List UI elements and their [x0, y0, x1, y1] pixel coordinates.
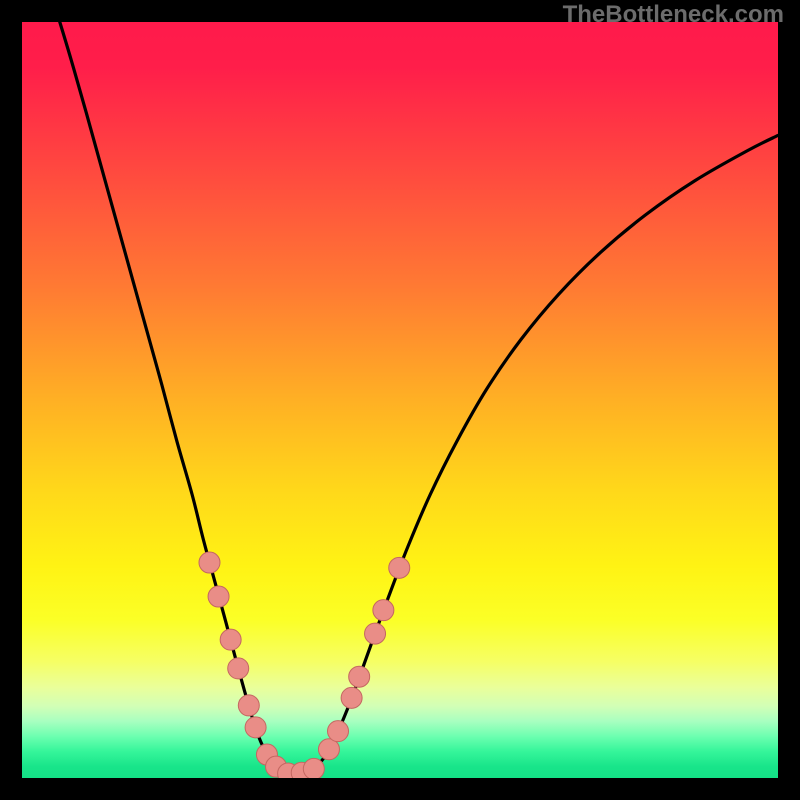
data-marker-right	[328, 721, 349, 742]
data-marker-left	[208, 586, 229, 607]
data-marker-left	[245, 717, 266, 738]
data-marker-right	[389, 557, 410, 578]
data-marker-left	[238, 695, 259, 716]
data-marker-left	[220, 629, 241, 650]
data-marker-right	[341, 687, 362, 708]
chart-svg	[0, 0, 800, 800]
data-marker-right	[303, 758, 324, 779]
chart-frame: TheBottleneck.com	[0, 0, 800, 800]
data-marker-right	[373, 600, 394, 621]
data-marker-left	[228, 658, 249, 679]
data-marker-right	[349, 666, 370, 687]
plot-background-gradient	[22, 22, 778, 778]
data-marker-left	[199, 552, 220, 573]
watermark-text: TheBottleneck.com	[563, 1, 784, 29]
data-marker-right	[365, 623, 386, 644]
